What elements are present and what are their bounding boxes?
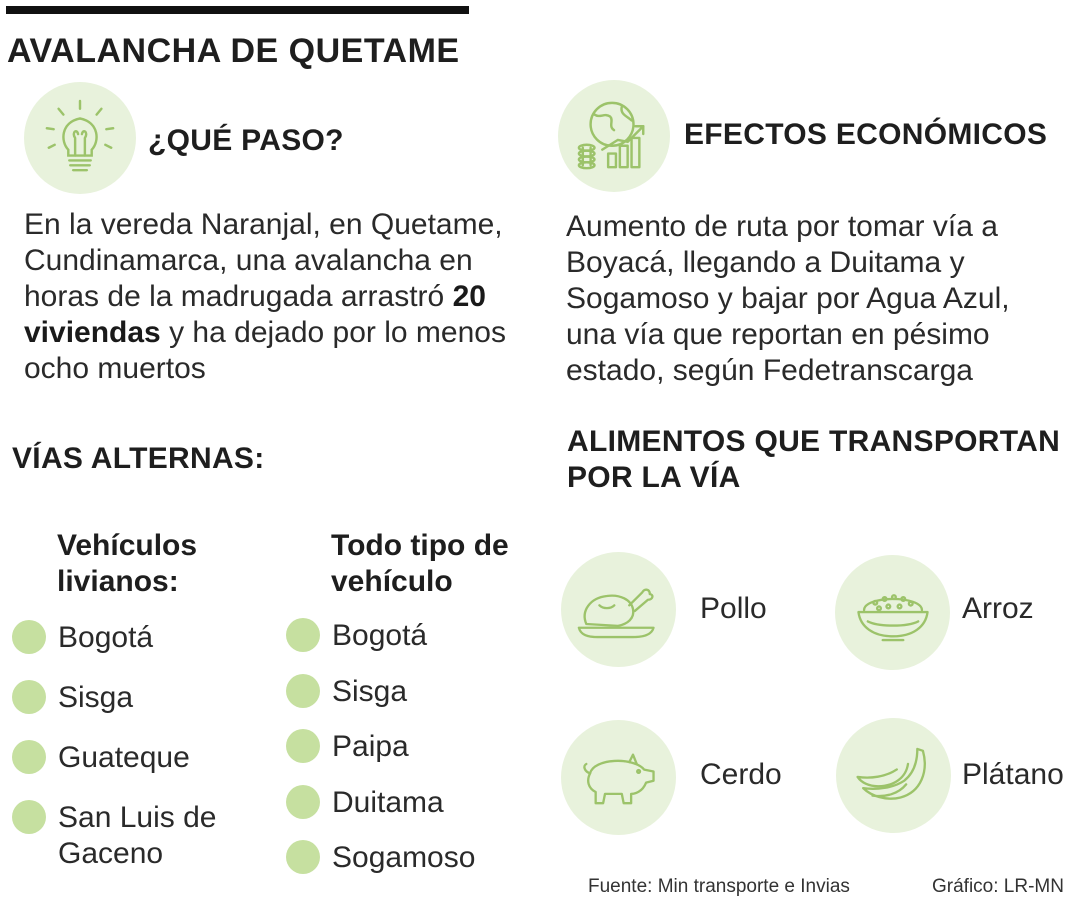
efectos-text: Aumento de ruta por tomar vía a Boyacá, … <box>566 210 1010 387</box>
livianos-route-list: Bogotá Sisga Guateque San Luis de Gaceno <box>12 620 248 872</box>
bullet-dot <box>286 729 320 763</box>
que-paso-text: En la vereda Naranjal, en Quetame, Cundi… <box>24 207 524 387</box>
food-label: Cerdo <box>700 758 782 791</box>
route-label: San Luis de Gaceno <box>58 801 217 870</box>
que-paso-text-after: y ha dejado por lo menos ocho muertos <box>24 316 506 385</box>
route-item: Sisga <box>12 680 248 740</box>
route-label: Bogotá <box>332 619 428 652</box>
todo-tipo-route-list: Bogotá Sisga Paipa Duitama Sogamoso <box>286 618 475 896</box>
food-label: Pollo <box>700 592 767 625</box>
pig-icon <box>561 720 676 835</box>
route-item: Bogotá <box>286 618 475 674</box>
route-item: Sogamoso <box>286 840 475 896</box>
bullet-dot <box>12 740 46 774</box>
bullet-dot <box>12 800 46 834</box>
alimentos-heading: ALIMENTOS QUE TRANSPORTAN POR LA VÍA <box>567 425 1061 494</box>
food-label: Arroz <box>962 592 1034 625</box>
route-item: San Luis de Gaceno <box>12 800 248 872</box>
chicken-icon <box>561 552 676 667</box>
que-paso-text-before: En la vereda Naranjal, en Quetame, Cundi… <box>24 208 503 313</box>
route-label: Sisga <box>332 674 408 708</box>
top-rule <box>6 6 469 14</box>
que-paso-heading: ¿QUÉ PASO? <box>148 124 344 157</box>
bullet-dot <box>12 620 46 654</box>
route-label: Sisga <box>58 681 134 714</box>
route-label: Guateque <box>58 741 190 774</box>
bullet-dot <box>286 840 320 874</box>
efectos-heading: EFECTOS ECONÓMICOS <box>684 118 1048 151</box>
banana-icon <box>836 718 951 833</box>
source-note: Fuente: Min transporte e Invias <box>588 876 850 897</box>
route-item: Duitama <box>286 784 475 841</box>
lightbulb-icon <box>24 82 136 194</box>
rice-bowl-icon <box>835 555 950 670</box>
vias-heading: VÍAS ALTERNAS: <box>12 442 265 475</box>
route-item: Bogotá <box>12 620 248 680</box>
todo-tipo-heading: Todo tipo de vehículo <box>331 529 509 598</box>
food-label: Plátano <box>962 758 1064 791</box>
bullet-dot <box>286 784 320 819</box>
route-label: Paipa <box>332 730 409 763</box>
bullet-dot <box>286 618 320 652</box>
bullet-dot <box>12 680 46 714</box>
route-item: Guateque <box>12 740 248 800</box>
route-item: Paipa <box>286 729 475 785</box>
route-label: Sogamoso <box>332 841 476 874</box>
bullet-dot <box>286 673 320 708</box>
page-title: AVALANCHA DE QUETAME <box>7 32 460 70</box>
livianos-heading: Vehículos livianos: <box>57 529 198 598</box>
route-label: Bogotá <box>58 621 154 654</box>
route-label: Duitama <box>332 785 444 819</box>
globe-growth-icon <box>558 80 670 192</box>
que-paso-highlight: 20 viviendas <box>24 280 486 349</box>
graphic-credit: Gráfico: LR-MN <box>932 876 1064 897</box>
route-item: Sisga <box>286 673 475 730</box>
